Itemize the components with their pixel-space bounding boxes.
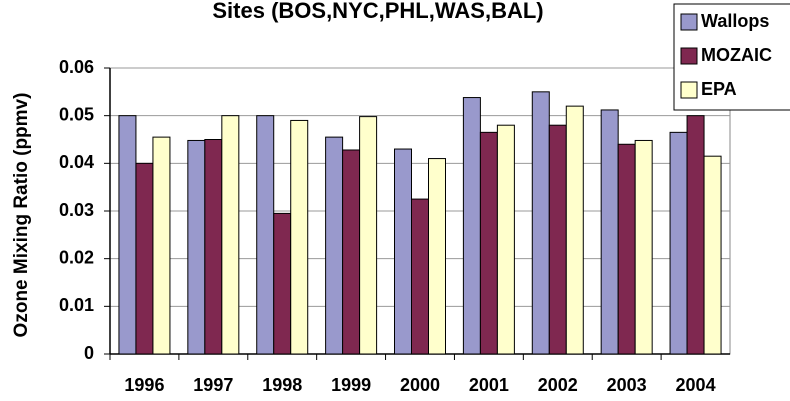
x-tick-label: 2000 <box>400 375 440 395</box>
bar <box>565 105 584 355</box>
y-tick-label: 0.01 <box>59 295 94 315</box>
x-tick-label: 2003 <box>607 375 647 395</box>
bar <box>600 109 619 355</box>
bar <box>703 155 722 355</box>
chart-title: Sites (BOS,NYC,PHL,WAS,BAL) <box>212 0 543 23</box>
y-tick-label: 0.03 <box>59 200 94 220</box>
bar <box>548 124 567 355</box>
legend-swatch <box>680 47 698 65</box>
x-tick-label: 1997 <box>193 375 233 395</box>
bar <box>428 158 446 355</box>
bar <box>617 143 636 355</box>
bar <box>531 91 550 355</box>
legend-label: EPA <box>701 79 737 99</box>
legend-swatch <box>680 13 698 31</box>
bar <box>359 116 378 355</box>
bar <box>479 131 498 355</box>
y-tick-label: 0.02 <box>59 247 94 267</box>
bar <box>394 148 412 355</box>
bar <box>686 115 705 355</box>
bar <box>135 162 154 355</box>
legend-swatch <box>680 81 698 99</box>
x-tick-label: 2004 <box>676 375 716 395</box>
x-tick-label: 2001 <box>469 375 509 395</box>
bar <box>204 139 223 355</box>
y-tick-label: 0.06 <box>59 57 94 77</box>
bar <box>411 198 429 355</box>
bar <box>273 212 292 355</box>
bar <box>187 139 206 355</box>
bar <box>496 124 515 355</box>
bar <box>342 149 361 355</box>
bar <box>221 115 240 355</box>
bar <box>290 119 309 355</box>
legend-label: MOZAIC <box>701 45 772 65</box>
bar <box>325 136 344 355</box>
x-tick-label: 2002 <box>538 375 578 395</box>
y-axis-label: Ozone Mixing Ratio (ppmv) <box>11 93 32 338</box>
y-tick-label: 0 <box>84 343 94 363</box>
bar <box>669 131 688 355</box>
legend-label: Wallops <box>701 11 769 31</box>
bar <box>152 136 171 355</box>
y-tick-label: 0.05 <box>59 104 94 124</box>
bar <box>462 97 481 355</box>
x-tick-label: 1998 <box>262 375 302 395</box>
bar <box>256 115 275 355</box>
bar <box>118 115 137 355</box>
bar <box>634 139 653 355</box>
x-tick-label: 1999 <box>331 375 371 395</box>
x-tick-label: 1996 <box>124 375 164 395</box>
y-tick-label: 0.04 <box>59 152 94 172</box>
